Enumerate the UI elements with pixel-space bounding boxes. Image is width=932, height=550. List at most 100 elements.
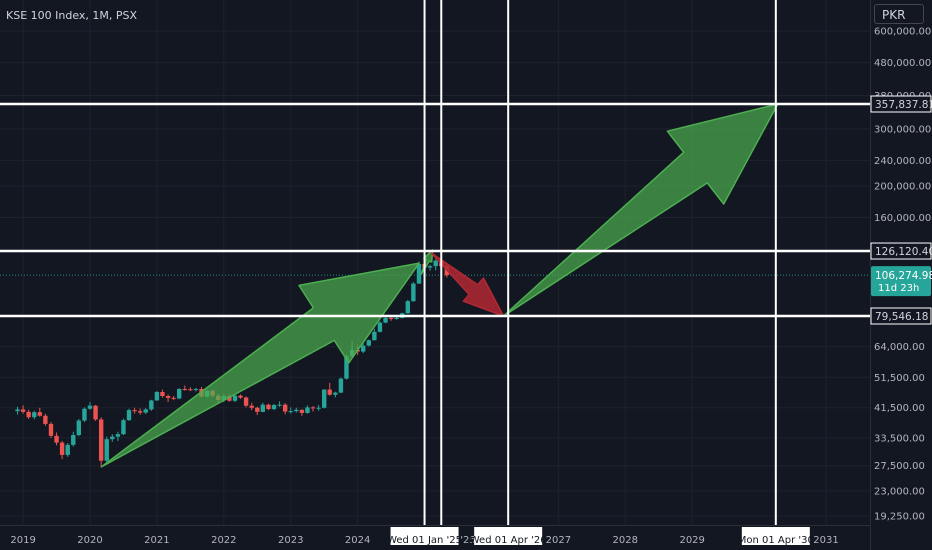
x-tick-label: 2021 <box>144 535 169 546</box>
price-label-box <box>870 95 932 113</box>
candle <box>249 402 254 411</box>
candle <box>71 431 76 447</box>
candle <box>149 399 154 411</box>
candle <box>427 264 433 271</box>
candle <box>115 431 121 441</box>
x-tick-label: 2020 <box>77 535 102 546</box>
candle <box>188 387 193 392</box>
candle <box>411 282 416 302</box>
date-label-box <box>390 527 459 545</box>
candle <box>294 407 299 413</box>
last-price-badge <box>871 266 931 297</box>
candle <box>121 418 126 436</box>
candle <box>193 387 199 392</box>
candle <box>154 391 160 401</box>
candle <box>65 443 70 457</box>
y-tick-label: 19,250.00 <box>874 512 925 523</box>
x-tick-label: 2019 <box>10 535 35 546</box>
y-tick-label: 600,000.00 <box>874 27 931 38</box>
y-tick-label: 41,500.00 <box>874 403 925 414</box>
x-tick-label: 2024 <box>345 535 370 546</box>
y-tick-label: 480,000.00 <box>874 58 931 69</box>
candle <box>377 320 383 333</box>
candle <box>182 385 188 391</box>
date-label: Wed 01 Jan '25 <box>387 535 462 546</box>
candle <box>333 391 338 398</box>
y-tick-label: 200,000.00 <box>874 182 931 193</box>
candle <box>338 377 344 394</box>
candle <box>20 405 26 414</box>
candle <box>366 339 372 347</box>
x-tick-label: 2028 <box>613 535 638 546</box>
candle <box>416 261 422 285</box>
price-label: 126,120.40 <box>875 246 932 258</box>
date-label: Mon 01 Apr '30 <box>738 535 814 546</box>
candle <box>232 394 238 403</box>
y-tick-label: 23,000.00 <box>874 486 925 497</box>
candle <box>126 408 132 421</box>
candle <box>388 316 394 321</box>
candle <box>299 409 305 416</box>
candle <box>76 419 82 437</box>
candle <box>98 417 104 468</box>
y-tick-label: 240,000.00 <box>874 156 931 167</box>
y-tick-label: 64,000.00 <box>874 342 925 353</box>
candle <box>93 405 98 421</box>
candle <box>26 409 31 420</box>
x-tick-label: 2029 <box>679 535 704 546</box>
candle <box>260 402 266 413</box>
x-tick-label: 2027 <box>546 535 571 546</box>
candle <box>171 396 176 401</box>
candle <box>405 299 411 314</box>
candle <box>37 407 43 417</box>
y-tick-label: 33,500.00 <box>874 433 925 444</box>
candle <box>316 405 321 411</box>
x-tick-label-clipped: '25 <box>460 535 475 546</box>
candle <box>176 388 182 400</box>
candle <box>143 408 148 414</box>
candle <box>48 422 54 438</box>
candle <box>137 408 143 415</box>
last-price-label: 106,274.98 <box>875 270 932 282</box>
candle <box>54 432 59 446</box>
currency-button[interactable]: PKR <box>874 4 924 24</box>
x-tick-label: 2031 <box>813 535 838 546</box>
candle <box>165 394 171 403</box>
candle <box>383 316 388 324</box>
candle <box>160 389 165 398</box>
candle <box>87 402 93 410</box>
last-price-countdown: 11d 23h <box>878 283 919 294</box>
candle <box>288 407 293 414</box>
date-label: Wed 01 Apr '26 <box>470 535 547 546</box>
price-label: 79,546.18 <box>875 311 928 323</box>
candle <box>82 407 87 423</box>
price-label: 357,837.81 <box>875 99 932 111</box>
candle <box>282 403 288 415</box>
x-tick-label: 2023 <box>278 535 303 546</box>
date-label-box <box>474 527 543 545</box>
candle <box>32 410 37 420</box>
candle <box>243 396 249 408</box>
candle <box>277 401 282 407</box>
chart-title[interactable]: KSE 100 Index, 1M, PSX <box>6 9 138 22</box>
candle <box>433 259 438 271</box>
candle <box>327 382 332 396</box>
y-tick-label: 27,500.00 <box>874 461 925 472</box>
candle <box>321 389 327 409</box>
candle <box>132 407 137 414</box>
candle <box>271 404 277 411</box>
candle <box>104 436 109 464</box>
candle <box>255 406 260 416</box>
candle <box>110 434 115 442</box>
candle <box>15 406 20 415</box>
candle <box>43 413 48 426</box>
price-label-box <box>870 242 932 260</box>
candle <box>360 343 366 354</box>
candle <box>372 328 377 341</box>
candle <box>310 406 316 412</box>
price-label-box <box>870 307 932 325</box>
bullish-arrow[interactable] <box>100 262 420 468</box>
y-tick-label: 51,500.00 <box>874 373 925 384</box>
y-tick-label: 160,000.00 <box>874 213 931 224</box>
